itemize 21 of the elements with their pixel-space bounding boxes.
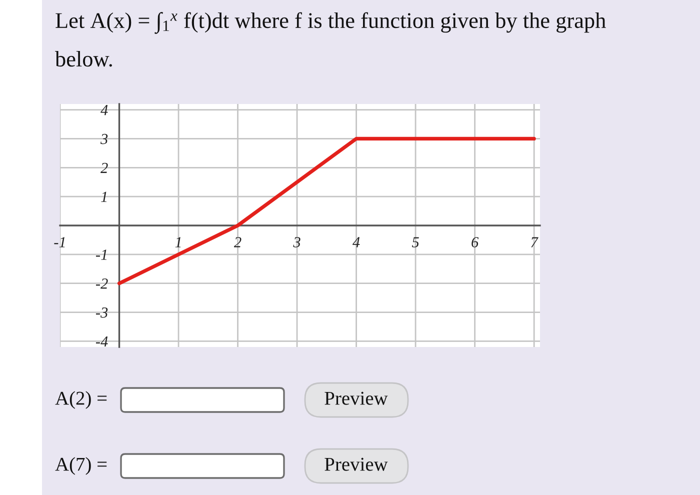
- y-tick-label: 2: [100, 162, 108, 173]
- x-tick-label: 1: [175, 237, 181, 248]
- text: Preview: [324, 392, 388, 405]
- y-tick-label: 1: [101, 192, 107, 202]
- x-tick-label: 6: [472, 237, 479, 248]
- y-tick-label: -4: [96, 336, 108, 347]
- x-tick-label: 7: [531, 237, 538, 248]
- x-tick-label: 2: [234, 237, 242, 248]
- x-tick-label: -1: [54, 237, 65, 248]
- text: A(2) =: [55, 391, 107, 409]
- y-tick-label: 4: [100, 105, 108, 116]
- x-tick-label: 4: [352, 237, 360, 248]
- y-tick-label: -3: [96, 307, 108, 318]
- x-tick-label: 3: [293, 237, 300, 248]
- chart-title: Let A(x) = ∫$_{1}$$^{x}$ f(t)dt where f is the function given by the graph below.: [55, 12, 606, 67]
- text: Preview: [324, 458, 388, 471]
- y-tick-label: -2: [96, 278, 108, 289]
- y-tick-label: 3: [100, 134, 108, 144]
- y-tick-label: -1: [96, 250, 107, 260]
- x-tick-label: 5: [412, 237, 419, 248]
- text: A(7) =: [55, 457, 107, 475]
